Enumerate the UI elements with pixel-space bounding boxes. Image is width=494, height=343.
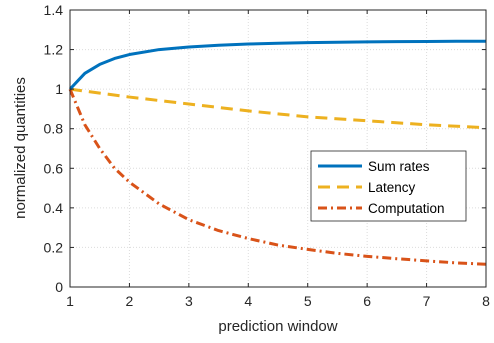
x-tick-label: 4 [244,293,252,309]
series-lines [68,39,487,266]
x-tick-label: 6 [363,293,371,309]
x-tick-label: 8 [482,293,490,309]
legend: Sum rates Latency Computation [310,150,467,222]
series-line-latency [69,87,487,130]
y-tick-label: 0 [55,279,63,295]
x-tick-label: 1 [66,293,74,309]
series-line-computation [68,88,487,266]
y-tick-label: 1.2 [44,42,64,58]
plot-area-frame [69,9,487,288]
x-tick-label: 5 [304,293,312,309]
x-tick-label: 7 [423,293,431,309]
x-tick-label: 3 [185,293,193,309]
x-axis-label: prediction window [218,318,337,335]
y-tick-label: 0.4 [44,200,64,216]
legend-label-computation: Computation [368,201,445,216]
grid [70,10,486,287]
x-tick-label: 2 [126,293,134,309]
y-tick-label: 1.4 [44,2,64,18]
axis-ticks: 1 2 3 4 5 6 7 8 0 0.2 0.4 0.6 0.8 1 1.2 1.4 [44,2,491,309]
y-tick-label: 0.2 [44,239,64,255]
legend-box [310,150,467,222]
series-line-sum-rates [68,39,486,91]
y-tick-label: 1 [55,81,63,97]
legend-label-sum-rates: Sum rates [368,159,430,174]
y-tick-label: 0.6 [44,160,64,176]
y-tick-label: 0.8 [44,121,64,137]
y-axis-label: normalized quantities [12,77,29,219]
legend-label-latency: Latency [368,180,416,195]
